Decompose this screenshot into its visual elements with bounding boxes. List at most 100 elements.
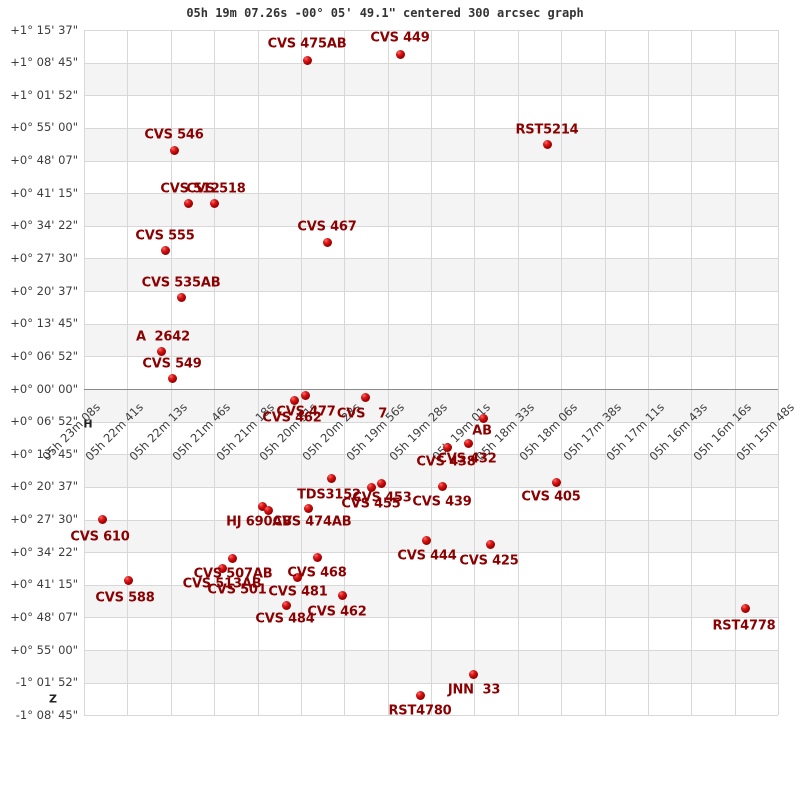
grid-line-vertical xyxy=(778,30,779,716)
grid-line-horizontal xyxy=(84,258,778,260)
grid-line-horizontal xyxy=(84,650,778,652)
data-point xyxy=(421,535,431,545)
grid-line-horizontal xyxy=(84,682,778,684)
data-point xyxy=(337,590,347,600)
data-point xyxy=(485,539,495,549)
y-tick-label: +0° 41' 15" xyxy=(10,185,78,200)
y-tick-label: +0° 48' 07" xyxy=(10,609,78,624)
grid-line-horizontal xyxy=(84,225,778,227)
data-point xyxy=(167,373,177,383)
y-tick-label: +0° 55' 00" xyxy=(10,642,78,657)
point-label: CVS 588 xyxy=(95,590,155,606)
point-label: CVS 549 xyxy=(142,356,202,372)
grid-line-horizontal xyxy=(84,323,778,325)
y-tick-label: +0° 27' 30" xyxy=(10,250,78,265)
y-tick-label: +0° 13' 45" xyxy=(10,446,78,461)
zero-declination-line xyxy=(84,389,778,391)
data-point xyxy=(360,392,370,402)
point-label: RST4780 xyxy=(388,703,452,719)
grid-line-vertical xyxy=(300,30,302,716)
point-label: CVS 405 xyxy=(521,489,581,505)
y-tick-label: -1° 08' 45" xyxy=(15,707,78,722)
grid-line-vertical xyxy=(170,30,172,716)
y-tick-label: +0° 13' 45" xyxy=(10,316,78,331)
y-tick-label: +0° 06' 52" xyxy=(10,414,78,429)
grid-line-vertical xyxy=(691,30,693,716)
y-tick-label: +0° 20' 37" xyxy=(10,283,78,298)
point-label: CVS 477 xyxy=(276,404,336,420)
data-point xyxy=(551,477,561,487)
grid-line-vertical xyxy=(257,30,259,716)
y-tick-label: +1° 15' 37" xyxy=(10,22,78,37)
point-label: CVS 555 xyxy=(135,228,195,244)
grid-line-horizontal xyxy=(84,291,778,293)
data-point xyxy=(263,505,273,515)
grid-line-horizontal xyxy=(84,454,778,456)
point-label: CVS 535AB xyxy=(141,275,221,291)
grid-line-vertical xyxy=(734,30,736,716)
data-point xyxy=(169,145,179,155)
data-point xyxy=(156,346,166,356)
data-point xyxy=(281,600,291,610)
point-label: CVS 507AB xyxy=(193,566,273,582)
grid-line-horizontal xyxy=(84,519,778,521)
grid-line-vertical xyxy=(84,30,85,716)
grid-line-horizontal xyxy=(84,127,778,129)
grid-line-vertical xyxy=(214,30,216,716)
data-point xyxy=(442,442,452,452)
point-label: CVS 438 xyxy=(416,454,476,470)
y-tick-label: +0° 55' 00" xyxy=(10,120,78,135)
grid-line-vertical xyxy=(474,30,476,716)
point-label: CVS 439 xyxy=(412,494,472,510)
grid-line-vertical xyxy=(561,30,563,716)
point-label: JNN 33 xyxy=(447,682,501,698)
point-label: CVS 425 xyxy=(459,553,519,569)
point-label: CVS 610 xyxy=(70,529,130,545)
point-label: CVS 462 xyxy=(262,410,322,426)
data-point xyxy=(217,563,227,573)
grid-line-vertical xyxy=(127,30,129,716)
point-label: CVS 484 xyxy=(255,611,315,627)
data-point xyxy=(463,438,473,448)
y-tick-label: +0° 48' 07" xyxy=(10,153,78,168)
data-point xyxy=(289,395,299,405)
data-point xyxy=(437,481,447,491)
data-point xyxy=(209,198,219,208)
data-point xyxy=(183,198,193,208)
grid-line-horizontal xyxy=(84,30,778,31)
y-tick-label: +0° 41' 15" xyxy=(10,577,78,592)
point-label: CVS 518 xyxy=(186,181,246,197)
point-label: TDS3152 xyxy=(297,487,361,503)
data-point xyxy=(303,503,313,513)
y-tick-label: +0° 06' 52" xyxy=(10,348,78,363)
orientation-marker: Z xyxy=(49,692,57,706)
point-label: RST4778 xyxy=(712,618,776,634)
point-label: CVS 468 xyxy=(287,565,347,581)
grid-line-vertical xyxy=(344,30,346,716)
data-point xyxy=(376,478,386,488)
data-point xyxy=(366,482,376,492)
data-point xyxy=(478,413,488,423)
grid-line-horizontal xyxy=(84,95,778,97)
orientation-marker: H xyxy=(83,417,93,431)
point-label: CVS 501 xyxy=(207,582,267,598)
grid-line-vertical xyxy=(517,30,519,716)
data-point xyxy=(740,603,750,613)
point-label: CVS 481 xyxy=(268,584,328,600)
y-tick-label: +1° 08' 45" xyxy=(10,55,78,70)
grid-line-horizontal xyxy=(84,421,778,423)
point-label: CVS 444 xyxy=(397,548,457,564)
data-point xyxy=(326,473,336,483)
data-point xyxy=(97,514,107,524)
data-point xyxy=(322,237,332,247)
y-tick-label: +0° 27' 30" xyxy=(10,512,78,527)
point-label: CVS 546 xyxy=(144,127,204,143)
y-tick-label: +0° 00' 00" xyxy=(10,381,78,396)
y-tick-label: +0° 34' 22" xyxy=(10,218,78,233)
data-point xyxy=(160,245,170,255)
point-label: CVS 513AB xyxy=(182,576,262,592)
grid-line-horizontal xyxy=(84,356,778,358)
point-label: CVS 449 xyxy=(370,30,430,46)
